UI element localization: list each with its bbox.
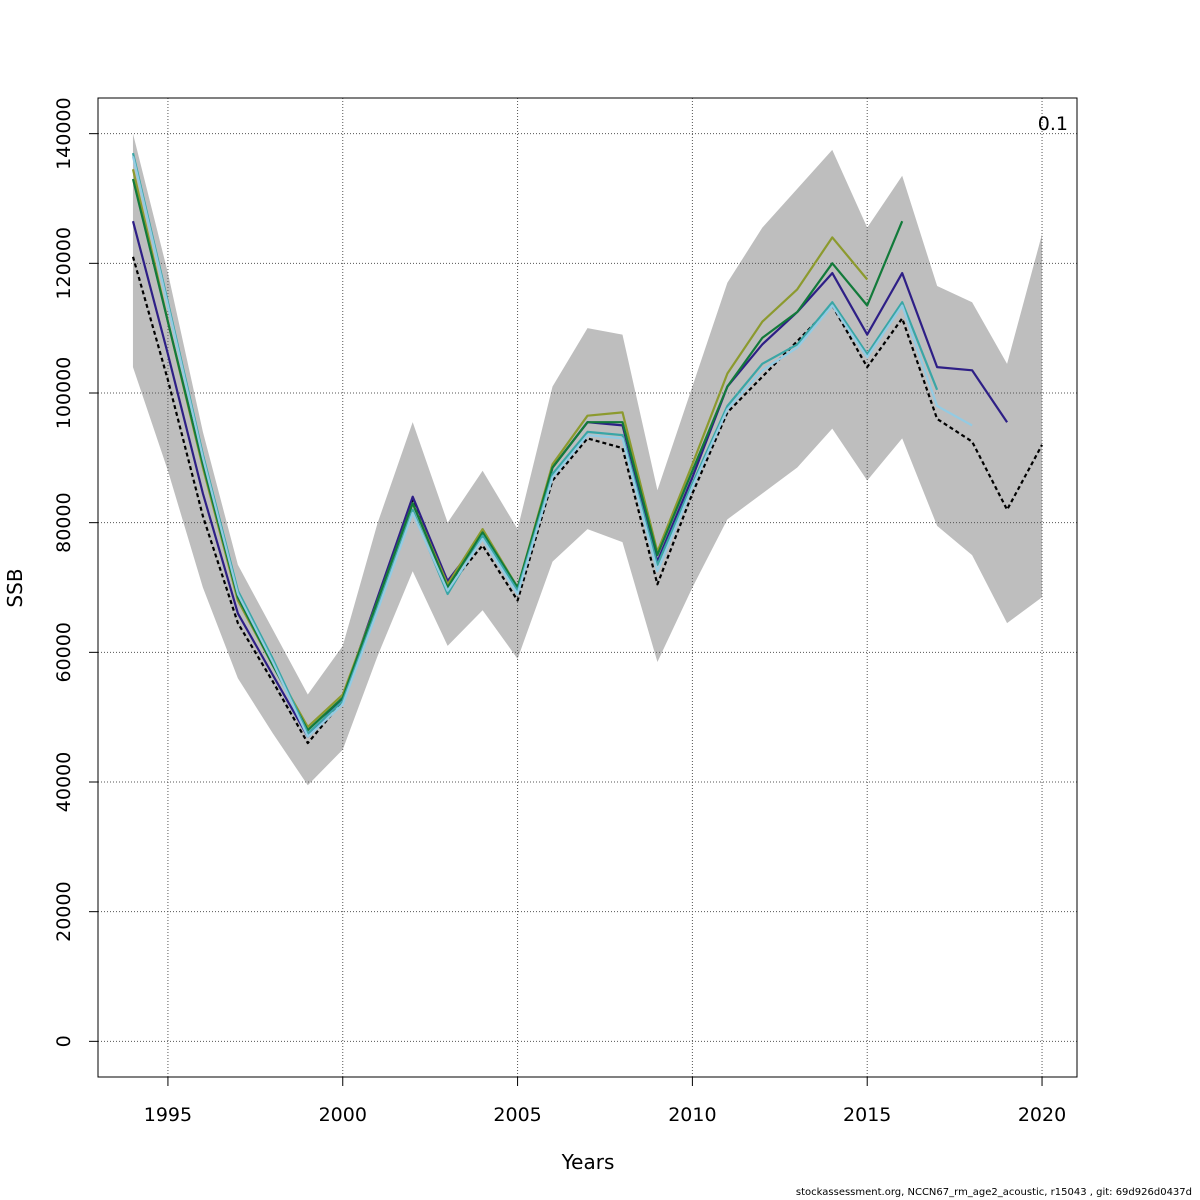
plot-frame: [97, 97, 1078, 1078]
x-tick-label-2020: 2020: [1018, 1104, 1066, 1126]
x-axis: 1995 2000 2005 2010 2015 2020: [144, 1077, 1066, 1126]
footer-credit: stockassessment.org, NCCN67_rm_age2_acou…: [795, 1187, 1192, 1198]
grid-lines: [98, 98, 1077, 1077]
x-tick-label-2005: 2005: [493, 1104, 541, 1126]
y-tick-label-0: 0: [53, 1035, 75, 1047]
y-tick-label-140000: 140000: [53, 97, 75, 170]
y-tick-label-80000: 80000: [53, 492, 75, 552]
series-lines: [131, 152, 1043, 745]
y-tick-label-40000: 40000: [53, 752, 75, 812]
y-tick-label-100000: 100000: [53, 357, 75, 430]
y-axis-title: SSB: [3, 568, 27, 607]
x-axis-title: Years: [561, 1150, 615, 1174]
y-tick-label-120000: 120000: [53, 227, 75, 300]
x-tick-label-2015: 2015: [843, 1104, 891, 1126]
x-tick-label-2010: 2010: [668, 1104, 716, 1126]
series-line-lightblue: [131, 156, 973, 738]
series-line-base: [131, 256, 1043, 745]
annotation-label: 0.1: [1038, 113, 1068, 135]
x-tick-label-2000: 2000: [319, 1104, 367, 1126]
y-tick-label-20000: 20000: [53, 881, 75, 941]
confidence-band: [132, 133, 1043, 786]
x-tick-label-1995: 1995: [144, 1104, 192, 1126]
y-axis: 0 20000 40000 60000 80000 100000 120000 140000: [53, 97, 98, 1047]
y-tick-label-60000: 60000: [53, 622, 75, 682]
